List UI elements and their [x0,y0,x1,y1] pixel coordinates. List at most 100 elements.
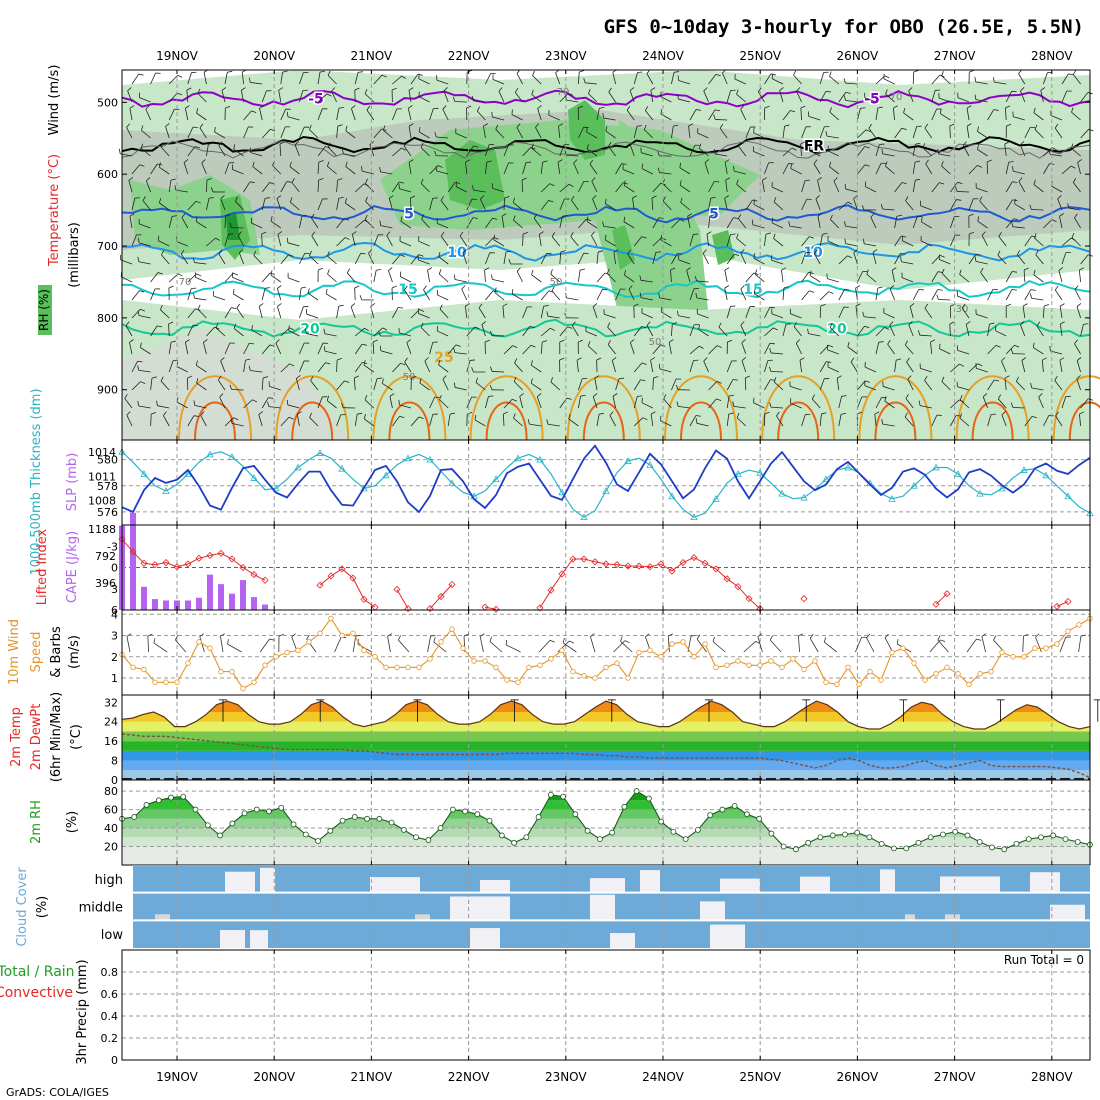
wind-barb-flag [1057,195,1062,200]
wind-barb [829,327,840,337]
slp-line [121,444,1091,514]
wind-barb-flag [974,256,977,262]
lifted-index-marker [228,555,236,563]
wind-barb-flag [345,125,348,131]
wind-barb-flag [338,106,344,109]
cloud-clear-segment [800,876,830,893]
wind-barb [438,273,449,283]
wind-barb [280,416,290,427]
wind-barb [571,200,579,211]
wind-barb-flag [210,187,214,193]
wind-barb [931,255,941,265]
wind-barb [819,305,822,319]
wind-barb [540,290,550,301]
wind-speed-marker [218,668,224,675]
wind-barb [400,221,412,229]
wind-barb [280,254,289,265]
wind-barb-flag [195,216,198,222]
wind-barb [466,326,476,337]
wind-barb-flag [289,327,295,331]
wind-barb-flag [673,124,679,127]
wind-barb-flag [868,123,872,129]
wind-barb-flag [372,339,378,343]
wind-barb [540,162,544,175]
wind-barb-flag [259,105,264,109]
y-axis-label-lifted: Lifted Index [35,528,50,605]
wind-barb [931,414,938,427]
wind-barb-flag [516,123,521,128]
wind-barb [327,75,337,85]
wind-barb [373,270,377,283]
wind-barb [975,260,988,265]
wind-barb [626,110,635,121]
wind-barb-flag [1011,221,1014,227]
rh-marker [376,815,383,822]
wind-barb-flag [513,376,517,382]
wind-barb-flag [252,399,258,403]
wind-barb [596,252,599,265]
wind-barb [708,109,716,121]
wind-barb [801,252,806,265]
wind-barb [392,147,402,157]
wind-barb-flag [319,70,325,73]
wind-barb-flag [573,159,578,164]
wind-barb [905,200,914,211]
wind-barb [744,377,747,391]
wind-barb [779,90,784,103]
wind-barb-flag [977,363,983,367]
wind-barb [124,398,133,409]
wind-barb [801,198,808,211]
rh-marker [866,834,873,841]
wind-barb [215,327,226,337]
wind-barb [373,234,379,247]
wind-barb-flag [388,267,393,271]
wind-barb [299,288,302,301]
wind-barb [224,162,230,175]
wind-barb [429,396,436,409]
lifted-index-marker [613,561,621,569]
wind-barb-flag [550,377,554,383]
thickness-marker [140,470,148,477]
wind-barb-flag [559,357,565,361]
isotherm-label: FR [804,138,825,154]
wind-barb [652,377,654,391]
wind-barb [268,406,281,409]
wind-barb [671,72,675,85]
cape-bar [218,584,224,610]
wind-barb-flag [1074,213,1078,218]
wind-barb-flag [387,633,393,637]
wind-barb [131,308,141,319]
wind-barb [1043,72,1048,85]
wind-barb [912,216,918,229]
wind-barb [962,145,970,157]
wind-barb-flag [434,150,437,156]
wind-barb [289,166,300,175]
wind-barb [830,219,840,229]
wind-barb-flag [604,198,607,204]
wind-barb [883,386,895,391]
y-axis-label-units: (%) [35,896,50,919]
wind-barb [894,182,903,193]
wind-barb-flag [486,160,492,163]
wind-barb [492,279,505,283]
rh-marker [302,831,309,838]
wind-barb-flag [716,345,722,348]
wind-barb [995,330,1007,337]
wind-barb [734,170,746,175]
wind-barb-flag [1020,87,1025,92]
wind-barb [596,289,603,301]
wind-barb-flag [439,304,443,310]
wind-barb-flag [258,303,264,307]
y-tick-label: 0.4 [101,1010,119,1023]
wind-barb [950,234,956,247]
wind-barb [857,164,866,175]
wind-barb-flag [977,165,983,168]
wind-barb [559,93,569,103]
wind-barb-flag [548,200,554,203]
wind-barb [1055,415,1063,427]
wind-barb [790,402,802,409]
wind-barb [461,288,468,301]
wind-barb-flag [698,143,702,149]
wind-barb-flag [901,127,907,130]
wind-barb [773,201,784,211]
